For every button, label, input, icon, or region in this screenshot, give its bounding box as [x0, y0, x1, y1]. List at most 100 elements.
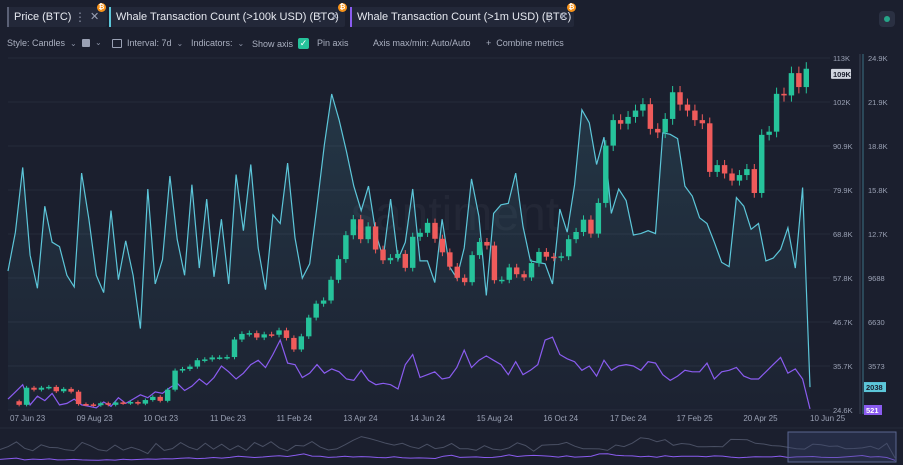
whale-100k-badge [864, 382, 886, 393]
price-tick-label: 35.7K [833, 362, 853, 371]
candle-body [202, 359, 208, 361]
more-icon[interactable]: ⋮ [74, 10, 86, 24]
timeline-navigator[interactable] [0, 427, 903, 463]
current-price-label: 109K [833, 70, 852, 79]
candle-body [306, 317, 312, 337]
candle-body [23, 387, 30, 405]
candle-body [410, 236, 416, 268]
candle-body [335, 259, 342, 280]
style-dropdown[interactable]: Style: Candles ⌄ [7, 38, 77, 48]
candle-body [172, 370, 178, 390]
candle-body [573, 232, 579, 240]
candle-body [528, 263, 535, 278]
candle-body [669, 92, 676, 119]
whale-tick-label: 21.9K [868, 98, 888, 107]
indicators-dropdown[interactable]: Indicators: ⌄ [191, 38, 244, 48]
tab-label: Whale Transaction Count (>100k USD) (BTC… [116, 11, 339, 23]
candle-body [736, 175, 743, 181]
candle-body [313, 303, 319, 318]
candle-body [239, 333, 245, 340]
candle-body [246, 333, 253, 335]
candle-body [447, 252, 453, 267]
candle-body [699, 120, 706, 124]
whale-100k-current-label: 2038 [866, 383, 883, 392]
x-tick-label: 14 Jun 24 [410, 414, 446, 423]
check-icon[interactable]: ✓ [298, 38, 310, 49]
x-tick-label: 20 Apr 25 [743, 414, 778, 423]
candle-body [759, 134, 765, 193]
candle-body [454, 266, 460, 278]
more-icon[interactable]: ⋮ [314, 10, 326, 24]
interval-dropdown[interactable]: Interval: 7d ⌄ [112, 38, 183, 48]
x-tick-label: 16 Oct 24 [543, 414, 578, 423]
price-tick-label: 46.7K [833, 318, 853, 327]
candle-body [803, 68, 809, 88]
close-icon[interactable]: ✕ [90, 11, 100, 23]
price-axis: 113K 102K 90.9K 79.9K 68.8K 57.8K 46.7K 35.7K 24… [831, 54, 861, 415]
candle-body [461, 277, 468, 283]
candle-body [261, 334, 267, 338]
x-tick-label: 07 Jun 23 [10, 414, 46, 423]
interval-label: Interval: 7d [127, 38, 172, 48]
candle-body [766, 131, 772, 135]
price-tick-label: 90.9K [833, 142, 853, 151]
x-tick-label: 11 Feb 24 [277, 414, 313, 423]
whale-100k-fill [8, 94, 810, 410]
bitcoin-icon: ₿ [338, 3, 347, 12]
candle-body [112, 402, 119, 405]
candle-body [543, 251, 550, 257]
navigator-window [787, 431, 897, 463]
tab-price[interactable]: Price (BTC) ⋮ ✕ ₿ [7, 3, 107, 27]
settings-icon[interactable] [879, 11, 895, 27]
tab-label: Price (BTC) [14, 11, 72, 23]
show-axis-label: Show axis [252, 38, 294, 49]
combine-metrics-button[interactable]: + Combine metrics [486, 38, 564, 48]
show-axis-toggle[interactable]: Show axis ✓ [252, 38, 310, 49]
candle-body [617, 120, 624, 124]
bitcoin-icon: ₿ [567, 3, 576, 12]
candle-body [127, 402, 134, 404]
candle-body [610, 120, 616, 146]
candle-body [625, 116, 631, 124]
candle-body [268, 334, 275, 336]
indicators-label: Indicators: [191, 38, 233, 48]
candle-body [402, 253, 408, 268]
price-tick-label: 79.9K [833, 186, 853, 195]
candle-body [120, 402, 126, 404]
candle-body [135, 402, 141, 404]
candle-body [580, 219, 587, 233]
chevron-down-icon: ⌄ [237, 38, 245, 48]
pin-axis-toggle[interactable]: Pin axis [317, 38, 349, 48]
close-icon[interactable]: ✕ [330, 11, 340, 23]
candle-body [157, 396, 163, 401]
color-dropdown[interactable]: ⌄ [82, 38, 102, 47]
candle-body [231, 339, 238, 358]
bitcoin-icon: ₿ [97, 3, 106, 12]
tab-whale-1m[interactable]: Whale Transaction Count (>1m USD) (BTC) … [350, 3, 576, 27]
candle-body [358, 219, 364, 240]
tab-whale-100k[interactable]: Whale Transaction Count (>100k USD) (BTC… [109, 3, 347, 27]
price-candles [16, 62, 809, 407]
x-tick-label: 11 Dec 23 [210, 414, 246, 423]
candle-body [298, 336, 305, 350]
candle-body [150, 396, 156, 401]
more-icon[interactable]: ⋮ [543, 10, 555, 24]
candle-body [603, 145, 609, 203]
tab-label: Whale Transaction Count (>1m USD) (BTC) [357, 11, 572, 23]
navigator-line [0, 436, 896, 459]
candle-body [283, 330, 290, 338]
candle-body [506, 267, 512, 280]
candle-body [714, 165, 720, 172]
close-icon[interactable]: ✕ [559, 11, 569, 23]
candle-body [83, 404, 89, 406]
candle-body [395, 253, 401, 258]
axis-maxmin-dropdown[interactable]: Axis max/min: Auto/Auto [373, 38, 471, 48]
candle-body [439, 238, 446, 253]
candle-body [781, 93, 787, 96]
axis-maxmin-label: Axis max/min: Auto/Auto [373, 38, 471, 48]
whale-tick-label: 6630 [868, 318, 885, 327]
chart-toolbar: Style: Candles ⌄ ⌄ Interval: 7d ⌄ Indicato… [0, 36, 903, 52]
whale-100k-series [7, 93, 811, 388]
candle-body [551, 256, 557, 259]
